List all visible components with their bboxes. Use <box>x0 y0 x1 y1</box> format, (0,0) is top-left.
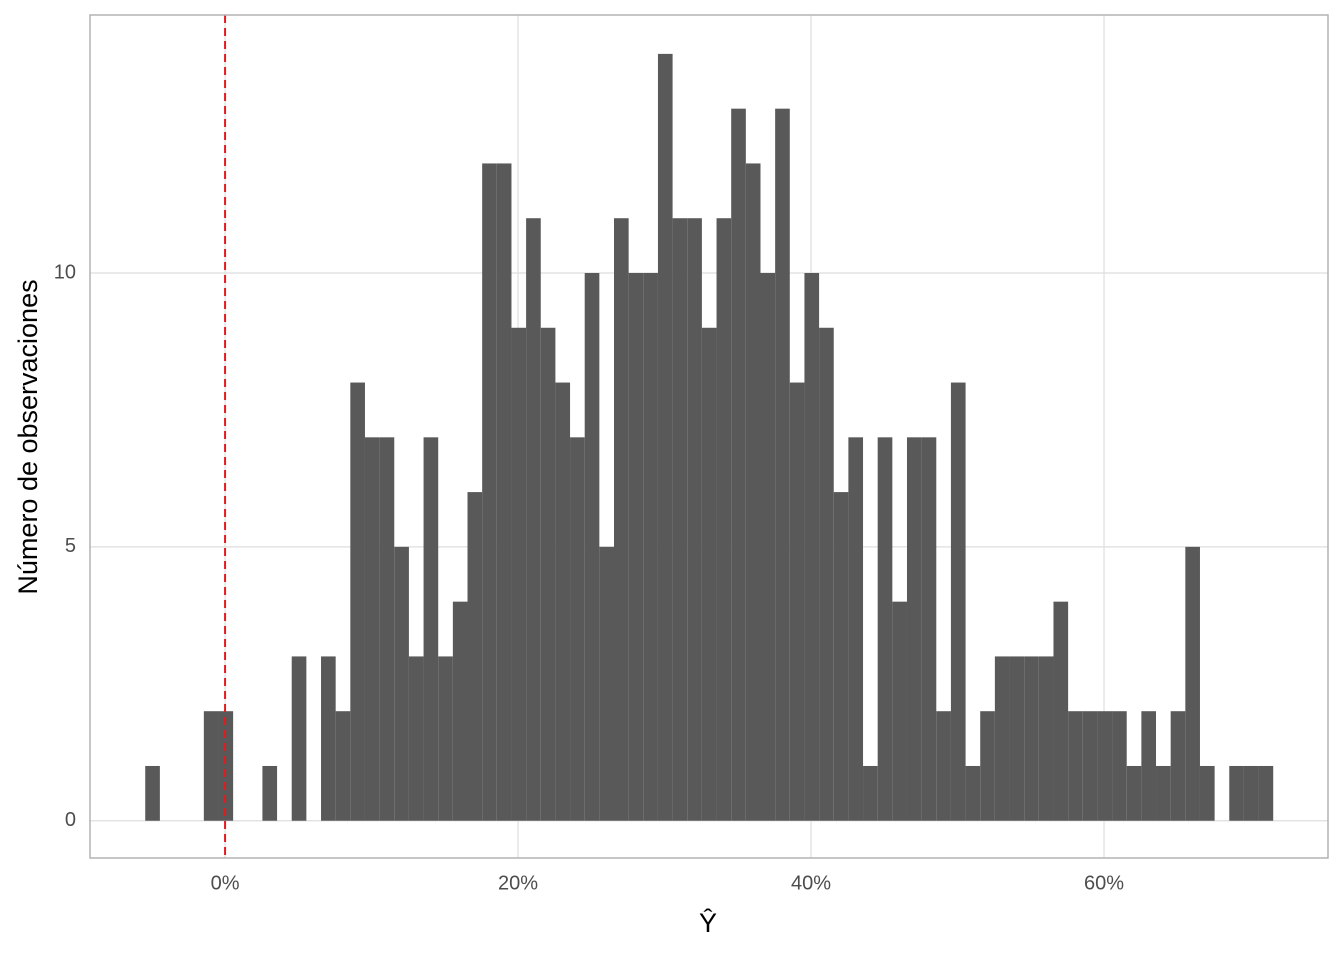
bar <box>364 437 380 821</box>
bar <box>584 272 600 821</box>
bar <box>321 656 336 821</box>
bar <box>1199 765 1215 821</box>
bar <box>1170 711 1186 821</box>
bar <box>804 272 820 821</box>
bar <box>760 272 776 821</box>
bar <box>833 492 849 821</box>
bar <box>438 656 453 821</box>
bar <box>1185 546 1200 821</box>
bar <box>408 656 424 821</box>
bar <box>291 656 307 821</box>
bar <box>716 218 732 821</box>
bar <box>672 218 688 821</box>
bar <box>379 437 395 821</box>
bar <box>906 437 922 821</box>
bar <box>218 711 234 821</box>
bar <box>936 711 951 821</box>
bar <box>570 437 585 821</box>
bar <box>482 163 497 821</box>
bar <box>657 53 673 821</box>
x-axis-title: Ŷ <box>699 907 717 938</box>
y-tick-label: 10 <box>54 261 76 283</box>
bar <box>1038 656 1054 821</box>
bar <box>745 163 761 821</box>
bar <box>731 108 746 821</box>
bar <box>1258 765 1274 821</box>
bar <box>863 765 878 821</box>
bar <box>980 711 995 821</box>
bar <box>1156 765 1171 821</box>
x-tick-label: 0% <box>211 872 240 894</box>
x-tick-label: 20% <box>498 872 538 894</box>
bar <box>145 765 160 821</box>
bar <box>775 108 790 821</box>
bar <box>701 327 717 821</box>
bar <box>819 327 834 821</box>
bar <box>335 711 351 821</box>
bar <box>614 218 629 821</box>
bar <box>423 437 439 821</box>
bar <box>687 218 702 821</box>
bar <box>1243 765 1259 821</box>
y-tick-label: 0 <box>65 809 76 831</box>
bar <box>1097 711 1113 821</box>
bar <box>599 546 615 821</box>
bar <box>643 272 658 821</box>
bar <box>1126 765 1142 821</box>
bar <box>1229 765 1244 821</box>
y-tick-label: 5 <box>65 535 76 557</box>
bar <box>452 601 468 821</box>
bar <box>877 437 893 821</box>
bar <box>394 546 409 821</box>
bar <box>511 327 527 821</box>
bar <box>1053 601 1069 821</box>
bar <box>496 163 512 821</box>
x-tick-label: 40% <box>791 872 831 894</box>
bar <box>540 327 556 821</box>
bar <box>965 765 981 821</box>
bar <box>994 656 1010 821</box>
bar <box>526 218 541 821</box>
bar <box>467 492 483 821</box>
bar <box>950 382 966 821</box>
bar <box>921 437 937 821</box>
bar <box>203 711 219 821</box>
y-axis-title: Número de observaciones <box>13 279 43 594</box>
bar <box>1112 711 1127 821</box>
bar <box>262 765 278 821</box>
bar <box>1068 711 1083 821</box>
bar <box>350 382 365 821</box>
bar <box>1082 711 1098 821</box>
bar <box>1141 711 1157 821</box>
bar <box>628 272 644 821</box>
bar <box>892 601 907 821</box>
x-tick-label: 60% <box>1084 872 1124 894</box>
bar <box>789 382 805 821</box>
bar <box>848 437 864 821</box>
panel-border <box>89 14 1329 859</box>
bar <box>555 382 571 821</box>
bar <box>1024 656 1039 821</box>
bar <box>1009 656 1025 821</box>
